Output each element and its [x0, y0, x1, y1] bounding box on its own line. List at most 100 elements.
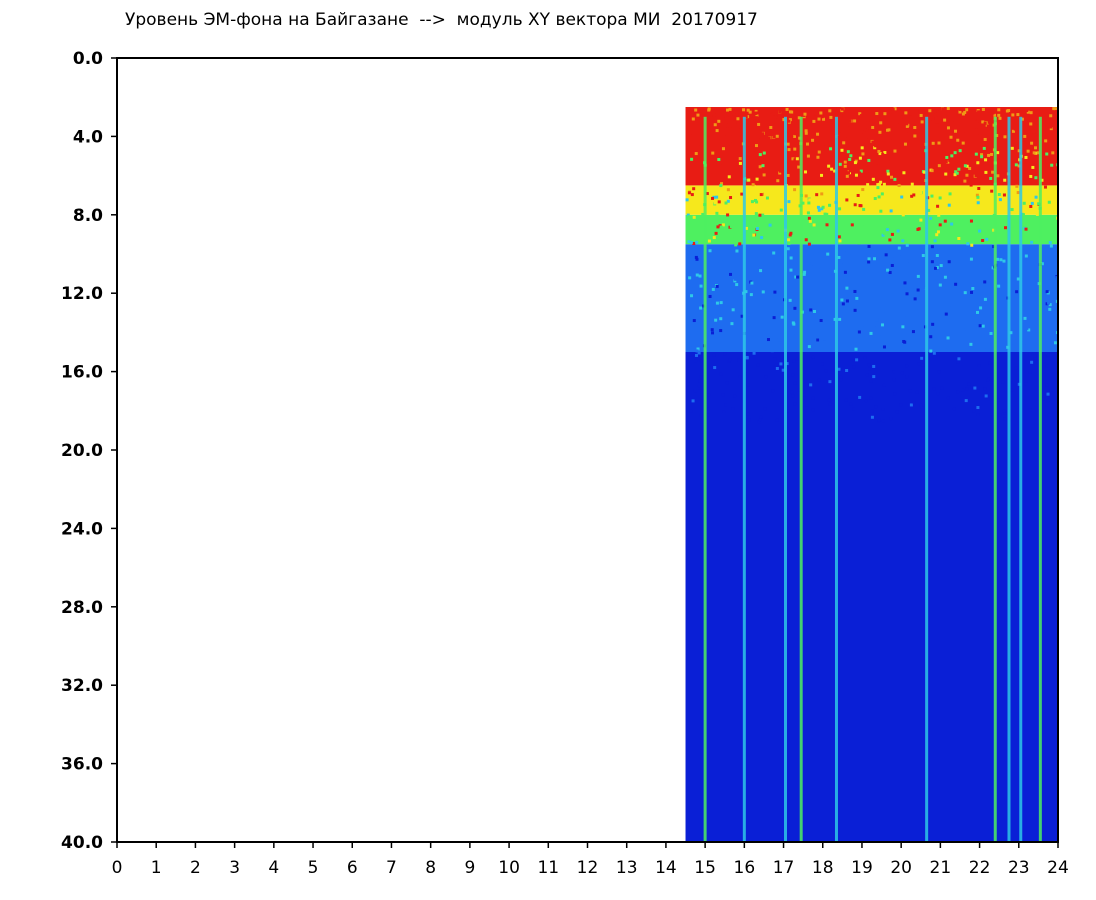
heat-speck	[699, 414, 703, 418]
heat-speck	[930, 245, 934, 249]
heat-speck	[845, 248, 849, 252]
heat-speck	[944, 172, 948, 176]
heat-speck	[790, 390, 794, 394]
heat-speck	[957, 167, 961, 171]
heat-speck	[881, 136, 885, 140]
heat-speck	[1025, 344, 1029, 348]
heat-speck	[719, 225, 723, 229]
heat-speck	[719, 257, 723, 261]
heat-speck	[904, 144, 908, 148]
heat-speck	[848, 157, 852, 161]
heat-speck	[858, 302, 862, 306]
heat-speck	[1043, 185, 1047, 189]
heat-speck	[1003, 301, 1007, 305]
heat-speck	[728, 321, 732, 325]
heat-speck	[793, 147, 797, 151]
heat-speck	[920, 321, 924, 325]
heat-speck	[872, 116, 876, 120]
heat-speck	[1003, 226, 1007, 230]
heat-speck	[862, 207, 866, 211]
heat-speck	[922, 193, 926, 197]
heat-speck	[964, 119, 968, 123]
heat-speck	[797, 116, 801, 120]
heat-speck	[778, 341, 782, 345]
heat-speck	[997, 193, 1001, 197]
heat-speck	[1003, 164, 1007, 168]
heat-speck	[1030, 141, 1034, 145]
heat-speck	[984, 170, 988, 174]
heat-speck	[793, 158, 797, 162]
heat-speck	[919, 293, 923, 297]
heat-speck	[707, 407, 711, 411]
heat-speck	[935, 107, 939, 111]
heat-speck	[1053, 341, 1057, 345]
heat-speck	[879, 121, 883, 125]
heat-speck	[1022, 201, 1026, 205]
heat-speck	[779, 362, 783, 366]
heat-speck	[817, 150, 821, 154]
heat-speck	[731, 407, 735, 411]
heat-speck	[804, 131, 808, 135]
heat-speck	[1026, 110, 1030, 114]
heat-speck	[955, 157, 959, 161]
heat-speck	[747, 178, 751, 182]
heat-speck	[1049, 125, 1053, 129]
heat-speck	[833, 368, 837, 372]
heat-speck	[758, 153, 762, 157]
heat-streak	[799, 116, 803, 842]
heat-speck	[843, 164, 847, 168]
heat-speck	[910, 194, 914, 198]
heat-speck	[905, 364, 909, 368]
heat-speck	[888, 271, 892, 275]
heat-speck	[837, 304, 841, 308]
heat-speck	[1010, 208, 1014, 212]
heat-speck	[690, 157, 694, 161]
heat-speck	[946, 126, 950, 130]
heat-speck	[931, 322, 935, 326]
heat-speck	[991, 266, 995, 270]
x-tick-label: 2	[190, 858, 201, 878]
heat-speck	[808, 219, 812, 223]
heat-speck	[912, 401, 916, 405]
heat-speck	[736, 117, 740, 121]
heat-speck	[917, 227, 921, 231]
heat-speck	[975, 128, 979, 132]
heat-speck	[845, 323, 849, 327]
heat-speck	[707, 393, 711, 397]
heat-speck	[1043, 338, 1047, 342]
heat-speck	[726, 213, 730, 217]
heat-speck	[831, 329, 835, 333]
heat-speck	[764, 122, 768, 126]
heat-speck	[693, 116, 697, 120]
heat-speck	[791, 394, 795, 398]
heat-speck	[964, 399, 968, 403]
heat-speck	[1005, 252, 1009, 256]
heat-speck	[727, 175, 731, 179]
heat-speck	[690, 193, 694, 197]
heat-speck	[867, 138, 871, 142]
heat-speck	[730, 322, 734, 326]
heat-speck	[716, 214, 720, 218]
heat-speck	[901, 239, 905, 243]
heat-speck	[886, 128, 890, 132]
heat-speck	[762, 151, 766, 155]
heat-speck	[789, 256, 793, 260]
heat-speck	[843, 270, 847, 274]
heat-speck	[750, 117, 754, 121]
heat-speck	[757, 420, 761, 424]
heat-speck	[755, 114, 759, 118]
heat-speck	[775, 134, 779, 138]
heat-speck	[714, 318, 718, 322]
heat-speck	[692, 242, 696, 246]
heat-speck	[774, 120, 778, 124]
heat-speck	[850, 223, 854, 227]
heat-speck	[763, 407, 767, 411]
heat-speck	[1022, 278, 1026, 282]
heat-speck	[792, 264, 796, 268]
heat-speck	[1003, 417, 1007, 421]
heat-speck	[754, 217, 758, 221]
heat-speck	[1045, 383, 1049, 387]
heat-speck	[820, 173, 824, 177]
heat-speck	[905, 124, 909, 128]
heat-speck	[921, 254, 925, 258]
